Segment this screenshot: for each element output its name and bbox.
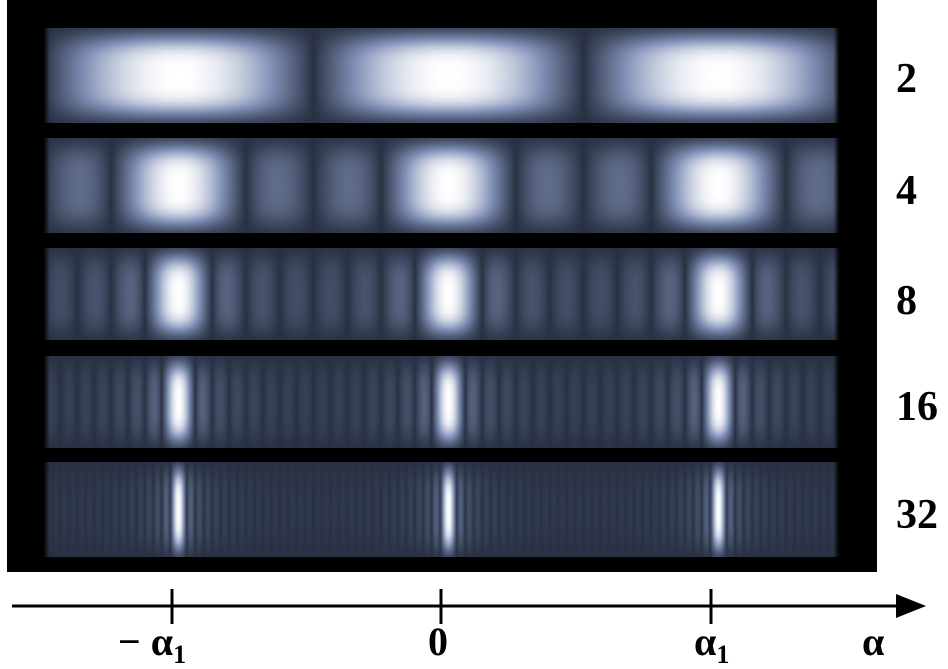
intensity-strip-n32 (43, 462, 840, 557)
tick-label-alpha1: α1 (694, 619, 730, 669)
intensity-strip-n4 (43, 138, 840, 233)
slit-count-label-8: 8 (896, 278, 917, 324)
intensity-strip-n16 (43, 356, 840, 448)
intensity-strip-n8 (43, 248, 840, 340)
tick-label-zero: 0 (428, 619, 448, 664)
slit-count-label-4: 4 (896, 168, 917, 214)
pattern-frame (7, 0, 877, 572)
slit-count-label-16: 16 (896, 384, 938, 430)
slit-count-label-32: 32 (896, 492, 938, 538)
axis-variable-label: α (862, 619, 885, 664)
slit-count-label-2: 2 (896, 56, 917, 102)
tick-label-minus-alpha1: − α1 (118, 619, 187, 669)
intensity-strip-n2 (43, 28, 840, 123)
axis-arrowhead (896, 594, 926, 618)
